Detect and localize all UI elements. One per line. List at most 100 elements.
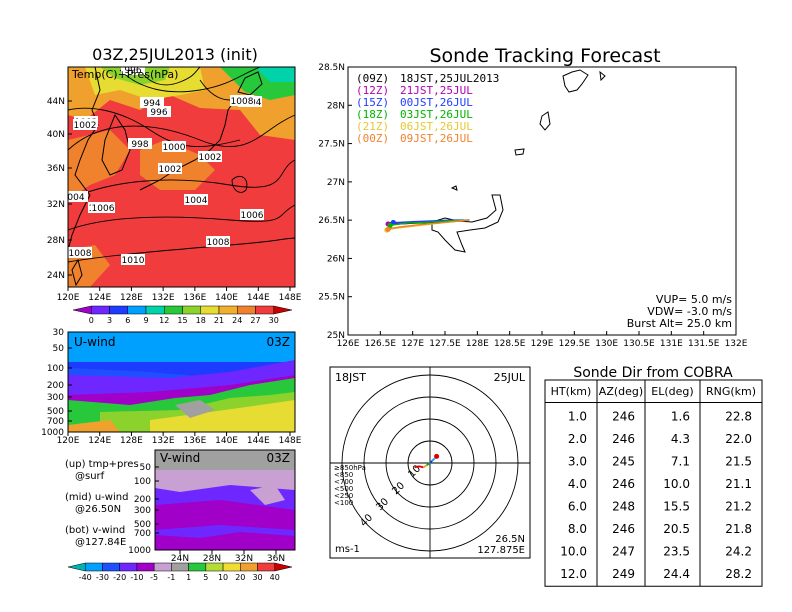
wind-colorbar-swatch [84,562,103,572]
hodograph-date: 25JUL [494,371,526,384]
coastline-hokkaido [237,71,263,96]
table-cell: 15.5 [663,500,690,514]
colorbar-tick-label: 9 [143,316,148,325]
lat-tick-label: 36N [267,554,285,564]
pressure-legend-item: <100 [334,499,353,507]
table-cell: 245 [612,455,635,469]
table-cell: 3.0 [568,455,587,469]
hodograph-lat: 26.5N [495,534,525,545]
lat-tick-label: 27.5N [318,140,345,150]
wind-colorbar: -40 -30 -20 -10 -5 -1 1 5 10 20 30 40 [67,562,293,582]
legend-jst: 09JST,26JUL [400,132,473,145]
sonde-landing-point [385,226,391,232]
legend-utc: (21Z) [356,120,389,133]
lat-tick-label: 26N [327,254,345,264]
legend-jst: 18JST,25JUL2013 [400,72,499,85]
hodograph-unit: ms-1 [335,544,360,555]
wind-colorbar-swatch [188,562,207,572]
u-wind-yellow [150,400,295,432]
lon-tick-label: 120E [57,293,80,303]
isobar-label-bg [91,202,115,213]
isobar-label: 1006 [241,211,264,221]
wind-colorbar-swatch [240,562,258,572]
table-header-cell: HT(km) [551,385,592,398]
table-cell: 1.0 [568,410,587,424]
table-cell: 6.0 [568,500,587,514]
table-header-cell: EL(deg) [651,385,693,398]
pressure-tick-label: 1000 [41,428,64,438]
colorbar-swatch [164,305,183,315]
lat-tick-label: 24N [47,271,65,281]
temp-band-korea [68,130,130,200]
isobar-label: 1000 [163,143,186,153]
lon-tick-label: 127E [401,339,424,349]
lon-tick-label: 127.5E [429,339,461,349]
wind-colorbar-tick-label: 1 [186,573,191,582]
tracking-lat-ticks: 28.5N 28N 27.5N 27N 26.5N 26N 25.5N 25N [318,63,352,341]
table-cell: 20.5 [663,522,690,536]
table-cell: 246 [612,522,635,536]
u-wind-upper [68,332,295,362]
u-wind-panel: U-wind 03Z [67,331,296,433]
lon-tick-label: 140E [215,436,238,446]
isobar-label-bg [206,236,230,247]
isobar-label-bg [140,97,164,108]
lat-tick-label: 36N [47,164,65,174]
panel-legend-notes: (up) tmp+pres @surf (mid) u-wind @26.50N… [65,459,139,548]
lat-tick-label: 24N [171,554,189,564]
v-wind-light [155,470,295,492]
lon-tick-label: 132E [152,436,175,446]
left-map-lon-ticks: 120E 124E 128E 132E 136E 140E 144E 148E [57,287,302,303]
hodograph-segment [422,464,428,469]
isobar-label: 996 [124,66,141,76]
tracking-lon-ticks: 126E 126.5E 127E 127.5E 128E 128.5E 129E 129.5E… [337,331,748,349]
wind-colorbar-tick-label: -40 [79,573,92,582]
island-small-3 [450,185,458,191]
param-burst-alt: Burst Alt= 25.0 km [627,317,732,330]
table-header-cell: RNG(km) [706,385,756,398]
param-vdw: VDW= -3.0 m/s [647,305,732,318]
tokunoshima-island [539,111,551,131]
colorbar-tick-label: 15 [177,316,187,325]
isobar-labels: 9969949961002998100010021002100410061004… [64,64,264,266]
sonde-direction-table: HT(km) AZ(deg) EL(deg) RNG(km) 1.0 246 1.6 22.8… [544,379,763,587]
wind-colorbar-tick-label: -1 [167,573,175,582]
lat-tick-label: 25.5N [318,293,345,303]
isobar-label-bg [240,209,264,220]
lat-tick-label: 28.5N [318,63,345,73]
hodograph-segment [429,460,433,464]
wind-colorbar-swatch [67,562,86,572]
lon-tick-label: 144E [247,436,270,446]
sonde-landing-point [387,222,393,229]
left-map-lat-ticks: 44N 40N 36N 32N 28N 24N [47,97,72,281]
hodograph-time: 18JST [335,371,366,384]
isobar-label-bg [158,163,182,174]
sonde-landing-point [390,219,396,226]
lon-tick-label: 131.5E [688,339,720,349]
pressure-tick-label: 100 [134,477,151,487]
isobar-label: 1008 [207,238,230,248]
lon-tick-label: 136E [183,436,206,446]
isobar-label: 1008 [231,97,254,107]
pressure-tick-label: 300 [47,393,64,403]
table-cell: 2.0 [568,432,587,446]
pressure-tick-label: 200 [47,381,64,391]
pressure-tick-label: 100 [47,364,64,374]
isobar-label: 1002 [159,165,182,175]
u-wind-frame [67,331,296,433]
tracking-map [347,66,737,336]
lon-tick-label: 129E [531,339,554,349]
isobar-label-bg [68,247,92,258]
wind-colorbar-swatch [257,562,276,572]
lon-tick-label: 129.5E [559,339,591,349]
v-wind-bottom [155,532,295,550]
lat-tick-label: 40N [47,130,65,140]
temperature-colorbar: 0 3 6 9 12 15 18 21 24 27 30 [72,305,293,325]
table-cell: 4.0 [568,477,587,491]
isobar-label-bg [64,191,88,202]
v-wind-frame [154,449,296,551]
lon-tick-label: 120E [57,436,80,446]
lat-tick-label: 32N [47,200,65,210]
lon-tick-label: 130.5E [623,339,655,349]
lat-tick-label: 26.5N [318,216,345,226]
